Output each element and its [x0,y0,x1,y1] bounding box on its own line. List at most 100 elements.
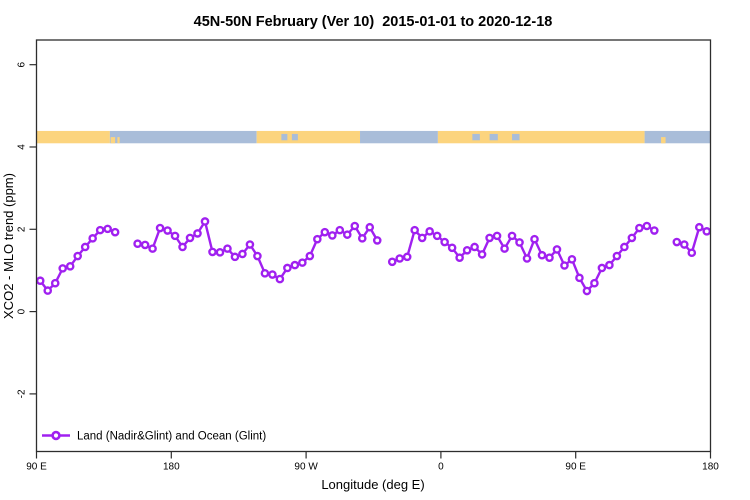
ocean-segment [109,130,257,144]
y-tick-label: 0 [17,308,28,314]
data-point-marker [290,260,300,270]
data-point-marker [515,238,524,247]
data-point-marker [537,250,547,260]
data-point-marker [612,251,622,261]
data-point-marker [679,240,689,249]
data-point-marker [582,286,592,296]
data-point-marker [642,221,652,231]
data-point-marker [530,234,539,244]
legend: Land (Nadir&Glint) and Ocean (Glint) [42,431,266,443]
y-tick-label: -2 [17,389,28,398]
x-tick-label: 180 [163,462,180,473]
lake-segment [472,133,480,141]
data-point-marker [268,270,277,279]
y-axis-label: XCO2 - MLO trend (ppm) [1,173,16,319]
data-point-marker [575,273,584,283]
ocean-segment [360,130,438,144]
data-point-marker [477,250,487,259]
data-point-marker [80,242,90,252]
data-point-marker [193,229,202,238]
data-point-marker [223,244,232,253]
data-point-marker [492,231,502,241]
data-point-marker [365,222,375,232]
data-series [35,217,712,296]
legend-label: Land (Nadir&Glint) and Ocean (Glint) [77,431,266,443]
data-point-marker [320,227,330,237]
data-point-marker [298,258,307,267]
lake-segment [281,133,288,141]
data-point-marker [178,242,187,252]
data-point-marker [694,222,704,232]
data-point-marker [260,269,270,278]
data-point-marker [395,254,405,263]
data-point-marker [342,230,352,239]
data-point-marker [208,247,217,257]
x-tick-label: 90 W [294,462,318,473]
data-point-marker [432,231,442,241]
data-point-marker [672,237,682,247]
x-tick-label: 180 [702,462,719,473]
data-point-marker [357,234,367,243]
data-point-marker [140,240,150,250]
data-point-marker [200,217,210,226]
lake-segment [512,133,520,141]
data-point-marker [650,226,659,235]
data-point-marker [253,251,262,261]
chart-title: 45N-50N February (Ver 10) 2015-01-01 to … [194,14,553,30]
data-point-marker [238,249,247,259]
data-point-marker [507,231,517,241]
data-point-marker [275,274,285,284]
data-point-marker [163,226,172,235]
data-point-marker [328,231,337,240]
data-point-marker [462,245,472,255]
ocean-segment [644,130,711,144]
data-point-marker [148,244,157,253]
x-tick-label: 90 E [26,462,47,473]
data-point-marker [230,252,240,262]
data-point-marker [590,278,599,288]
data-point-marker [65,262,75,271]
data-point-marker [215,248,225,257]
data-point-marker [103,224,112,234]
data-point-marker [627,233,637,243]
data-point-marker [545,253,554,262]
data-point-marker [50,278,60,288]
data-point-marker [500,244,509,253]
data-point-marker [455,253,464,262]
data-point-marker [470,242,479,252]
data-point-marker [552,245,562,254]
land-segment [256,130,361,144]
data-point-marker [313,234,322,244]
data-point-marker [485,233,494,243]
data-point-marker [35,276,45,286]
data-point-marker [133,239,142,248]
legend-marker-icon [51,430,61,441]
data-point-marker [440,237,449,247]
data-point-marker [387,257,397,267]
land-segment [437,130,645,144]
x-axis-label: Longitude (deg E) [321,477,424,492]
land-ocean-band [36,130,711,144]
data-point-marker [402,252,412,262]
data-point-marker [155,223,165,233]
data-point-marker [447,243,457,253]
data-point-marker [95,225,105,235]
data-point-marker [110,227,120,237]
data-point-marker [245,240,255,249]
data-point-marker [170,231,180,241]
y-tick-label: 2 [17,226,28,232]
x-tick-label: 0 [438,462,444,473]
data-point-marker [635,223,644,233]
data-point-marker [702,227,712,236]
data-point-marker [410,225,419,235]
data-point-marker [522,254,532,263]
data-point-marker [73,251,82,261]
data-point-marker [58,264,68,273]
data-point-marker [560,261,569,270]
land-speckle [117,137,120,144]
data-point-marker [350,221,360,231]
data-point-marker [43,286,53,295]
data-point-marker [425,227,434,236]
y-tick-label: 6 [17,61,28,67]
